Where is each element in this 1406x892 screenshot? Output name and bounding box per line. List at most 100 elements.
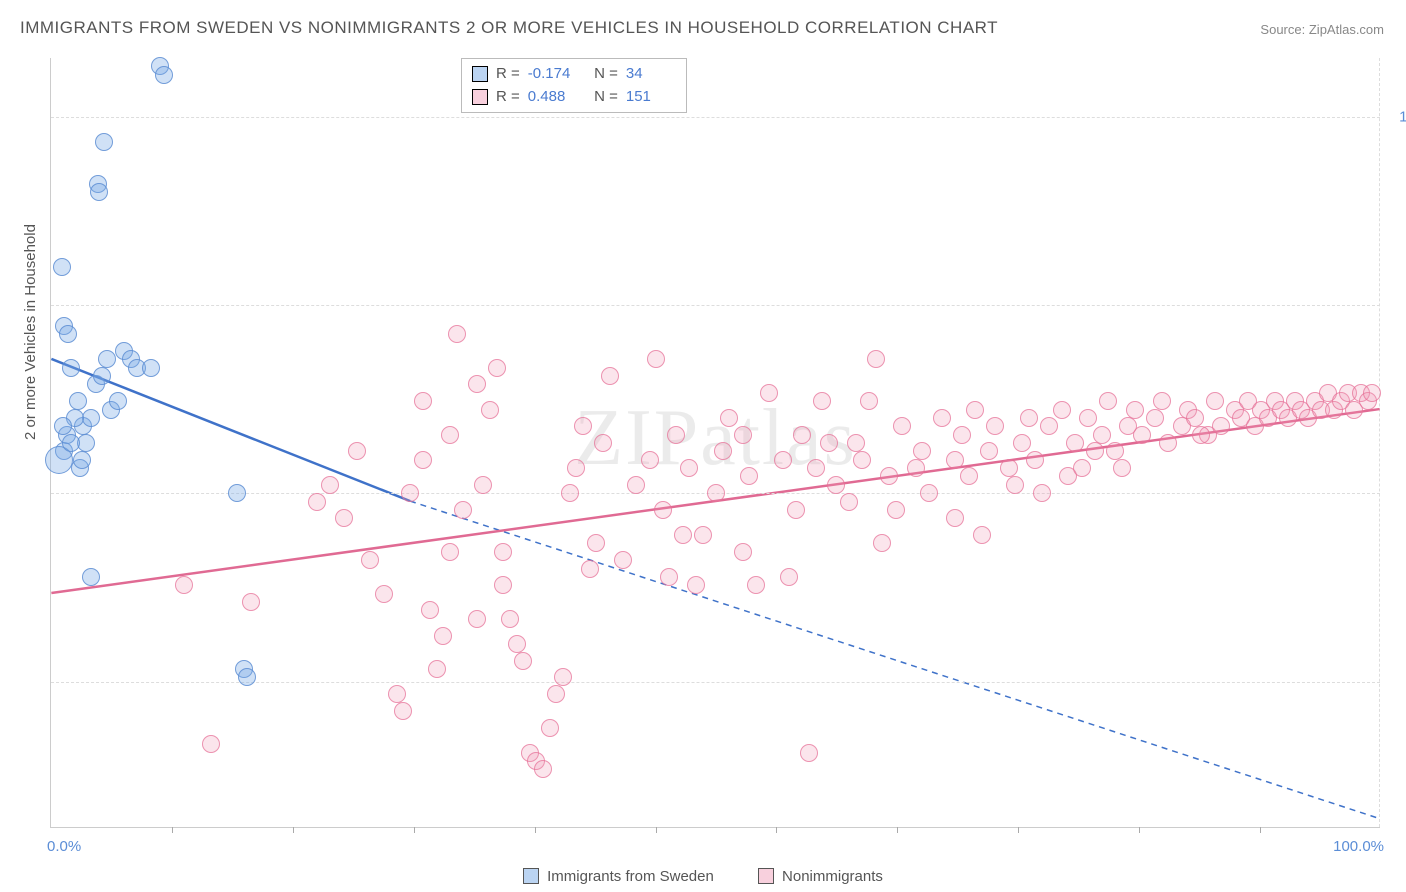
scatter-point-pink (840, 493, 858, 511)
scatter-point-blue (73, 451, 91, 469)
scatter-point-pink (641, 451, 659, 469)
scatter-point-blue (69, 392, 87, 410)
scatter-point-pink (920, 484, 938, 502)
scatter-point-pink (946, 509, 964, 527)
scatter-point-pink (441, 543, 459, 561)
scatter-point-pink (1020, 409, 1038, 427)
scatter-point-pink (853, 451, 871, 469)
scatter-point-pink (887, 501, 905, 519)
scatter-point-pink (1033, 484, 1051, 502)
scatter-point-blue (82, 568, 100, 586)
trend-lines-svg (51, 58, 1380, 827)
x-minor-tick (1260, 827, 1261, 833)
x-minor-tick (656, 827, 657, 833)
x-minor-tick (1139, 827, 1140, 833)
y-tick-label: 32.5% (1390, 673, 1406, 690)
scatter-point-pink (740, 467, 758, 485)
scatter-point-pink (687, 576, 705, 594)
scatter-point-pink (361, 551, 379, 569)
scatter-point-pink (1066, 434, 1084, 452)
scatter-point-blue (54, 417, 72, 435)
scatter-point-pink (980, 442, 998, 460)
x-minor-tick (897, 827, 898, 833)
scatter-point-pink (574, 417, 592, 435)
scatter-point-pink (694, 526, 712, 544)
scatter-point-blue (93, 367, 111, 385)
scatter-point-pink (880, 467, 898, 485)
scatter-point-pink (907, 459, 925, 477)
scatter-point-pink (414, 451, 432, 469)
x-tick-label-min: 0.0% (47, 838, 81, 855)
x-minor-tick (776, 827, 777, 833)
source-value: ZipAtlas.com (1309, 22, 1384, 37)
scatter-point-pink (494, 576, 512, 594)
scatter-point-pink (873, 534, 891, 552)
n-label: N = (586, 63, 618, 86)
gridline-h (51, 305, 1380, 306)
scatter-point-pink (1146, 409, 1164, 427)
scatter-point-pink (448, 325, 466, 343)
scatter-point-pink (594, 434, 612, 452)
x-minor-tick (414, 827, 415, 833)
correlation-legend: R = -0.174 N = 34 R = 0.488 N = 151 (461, 58, 687, 113)
legend-swatch-pink-icon (758, 868, 774, 884)
scatter-point-blue (59, 325, 77, 343)
scatter-point-pink (1153, 392, 1171, 410)
scatter-point-pink (1040, 417, 1058, 435)
scatter-point-pink (1073, 459, 1091, 477)
scatter-point-pink (554, 668, 572, 686)
scatter-point-pink (308, 493, 326, 511)
scatter-point-pink (321, 476, 339, 494)
y-axis-title: 2 or more Vehicles in Household (22, 224, 39, 440)
scatter-point-blue (53, 258, 71, 276)
scatter-point-pink (481, 401, 499, 419)
scatter-point-pink (175, 576, 193, 594)
scatter-point-pink (394, 702, 412, 720)
scatter-point-pink (820, 434, 838, 452)
scatter-point-pink (1206, 392, 1224, 410)
scatter-point-pink (441, 426, 459, 444)
scatter-point-blue (90, 183, 108, 201)
scatter-point-pink (647, 350, 665, 368)
scatter-point-pink (335, 509, 353, 527)
scatter-point-pink (375, 585, 393, 603)
r-label: R = (496, 86, 520, 109)
x-minor-tick (172, 827, 173, 833)
scatter-point-pink (1013, 434, 1031, 452)
scatter-point-pink (1133, 426, 1151, 444)
scatter-point-pink (514, 652, 532, 670)
scatter-point-pink (567, 459, 585, 477)
scatter-point-pink (1093, 426, 1111, 444)
scatter-point-pink (1006, 476, 1024, 494)
scatter-point-blue (155, 66, 173, 84)
n-label: N = (586, 86, 618, 109)
scatter-point-pink (581, 560, 599, 578)
scatter-point-pink (867, 350, 885, 368)
y-tick-label: 55.0% (1390, 485, 1406, 502)
scatter-point-pink (541, 719, 559, 737)
scatter-point-pink (1099, 392, 1117, 410)
y-tick-label: 77.5% (1390, 296, 1406, 313)
scatter-point-pink (1113, 459, 1131, 477)
scatter-point-pink (986, 417, 1004, 435)
scatter-point-pink (547, 685, 565, 703)
legend-stat-row-blue: R = -0.174 N = 34 (472, 63, 676, 86)
scatter-point-pink (627, 476, 645, 494)
scatter-point-pink (601, 367, 619, 385)
scatter-point-pink (680, 459, 698, 477)
scatter-point-pink (933, 409, 951, 427)
scatter-point-pink (1363, 384, 1381, 402)
x-minor-tick (1018, 827, 1019, 833)
scatter-point-pink (388, 685, 406, 703)
scatter-point-blue (98, 350, 116, 368)
scatter-point-pink (734, 543, 752, 561)
legend-item-blue: Immigrants from Sweden (523, 868, 714, 885)
scatter-point-pink (660, 568, 678, 586)
scatter-point-pink (734, 426, 752, 444)
x-minor-tick (535, 827, 536, 833)
legend-label-pink: Nonimmigrants (782, 868, 883, 885)
scatter-point-pink (780, 568, 798, 586)
plot-right-border (1379, 58, 1380, 827)
scatter-point-pink (960, 467, 978, 485)
n-value-blue: 34 (626, 63, 676, 86)
